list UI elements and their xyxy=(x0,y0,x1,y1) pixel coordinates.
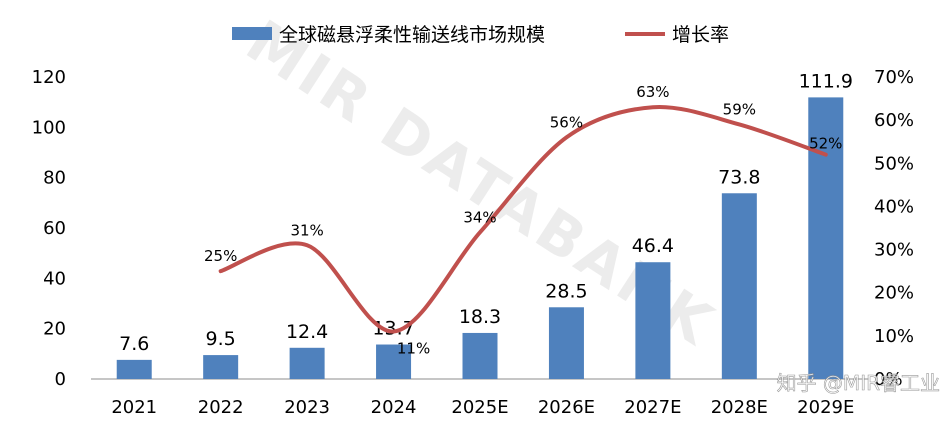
bar-value-label: 12.4 xyxy=(286,321,328,343)
growth-rate-label: 11% xyxy=(397,340,430,358)
bar-series xyxy=(116,97,844,379)
left-axis: 0 20 40 60 80 100 120 xyxy=(32,67,66,390)
x-tick-label: 2029E xyxy=(797,397,854,418)
left-tick-label: 20 xyxy=(43,319,66,340)
bar xyxy=(462,332,498,379)
x-tick-label: 2023 xyxy=(284,397,330,418)
bar-value-label: 13.7 xyxy=(372,318,414,340)
right-tick-label: 10% xyxy=(874,326,914,347)
bar xyxy=(721,193,757,379)
bar xyxy=(548,307,584,379)
right-tick-label: 30% xyxy=(874,240,914,261)
x-tick-label: 2024 xyxy=(371,397,417,418)
right-tick-label: 20% xyxy=(874,283,914,304)
x-tick-label: 2028E xyxy=(711,397,768,418)
left-tick-label: 60 xyxy=(43,218,66,239)
legend-bar-swatch xyxy=(232,27,272,40)
bar xyxy=(808,97,844,379)
bar xyxy=(376,344,412,379)
bar xyxy=(289,347,325,379)
growth-rate-label: 63% xyxy=(636,83,669,101)
bar-value-label: 28.5 xyxy=(545,280,587,302)
right-tick-label: 60% xyxy=(874,110,914,131)
x-tick-label: 2021 xyxy=(111,397,157,418)
growth-rate-label: 59% xyxy=(723,100,756,118)
bar-labels: 7.6 9.5 12.4 13.7 18.3 28.5 46.4 73.8 111.9 xyxy=(119,70,853,354)
left-tick-label: 80 xyxy=(43,168,66,189)
right-tick-label: 0% xyxy=(874,369,903,390)
left-tick-label: 120 xyxy=(32,67,66,88)
left-tick-label: 100 xyxy=(32,117,66,138)
legend-bar-label: 全球磁悬浮柔性输送线市场规模 xyxy=(279,24,545,46)
bar-value-label: 7.6 xyxy=(119,333,149,355)
x-axis: 2021 2022 2023 2024 2025E 2026E 2027E 2028E 2029… xyxy=(111,397,854,418)
growth-rate-labels: 25% 31% 11% 34% 56% 63% 59% 52% xyxy=(204,83,842,357)
growth-rate-label: 25% xyxy=(204,247,237,265)
left-tick-label: 40 xyxy=(43,268,66,289)
bar-value-label: 111.9 xyxy=(799,70,853,92)
bar-value-label: 73.8 xyxy=(718,166,760,188)
right-axis: 0% 10% 20% 30% 40% 50% 60% 70% xyxy=(874,67,914,390)
credit-watermark: 知乎 @MIR睿工业 xyxy=(777,371,940,395)
x-tick-label: 2027E xyxy=(624,397,681,418)
bar xyxy=(203,355,239,379)
growth-rate-label: 31% xyxy=(290,221,323,239)
right-tick-label: 40% xyxy=(874,196,914,217)
bar xyxy=(635,262,671,379)
legend: 全球磁悬浮柔性输送线市场规模 增长率 xyxy=(232,24,729,46)
legend-line-label: 增长率 xyxy=(672,24,729,46)
left-tick-label: 0 xyxy=(55,369,66,390)
x-tick-label: 2025E xyxy=(451,397,508,418)
bar xyxy=(116,359,152,379)
right-tick-label: 70% xyxy=(874,67,914,88)
x-tick-label: 2022 xyxy=(198,397,244,418)
growth-rate-line xyxy=(218,104,828,334)
right-tick-label: 50% xyxy=(874,153,914,174)
bar-value-label: 18.3 xyxy=(459,306,501,328)
growth-rate-label: 56% xyxy=(550,113,583,131)
growth-rate-label: 34% xyxy=(463,208,496,226)
x-tick-label: 2026E xyxy=(538,397,595,418)
bar-value-label: 46.4 xyxy=(632,235,674,257)
bar-value-label: 9.5 xyxy=(206,328,236,350)
growth-rate-label: 52% xyxy=(809,135,842,153)
